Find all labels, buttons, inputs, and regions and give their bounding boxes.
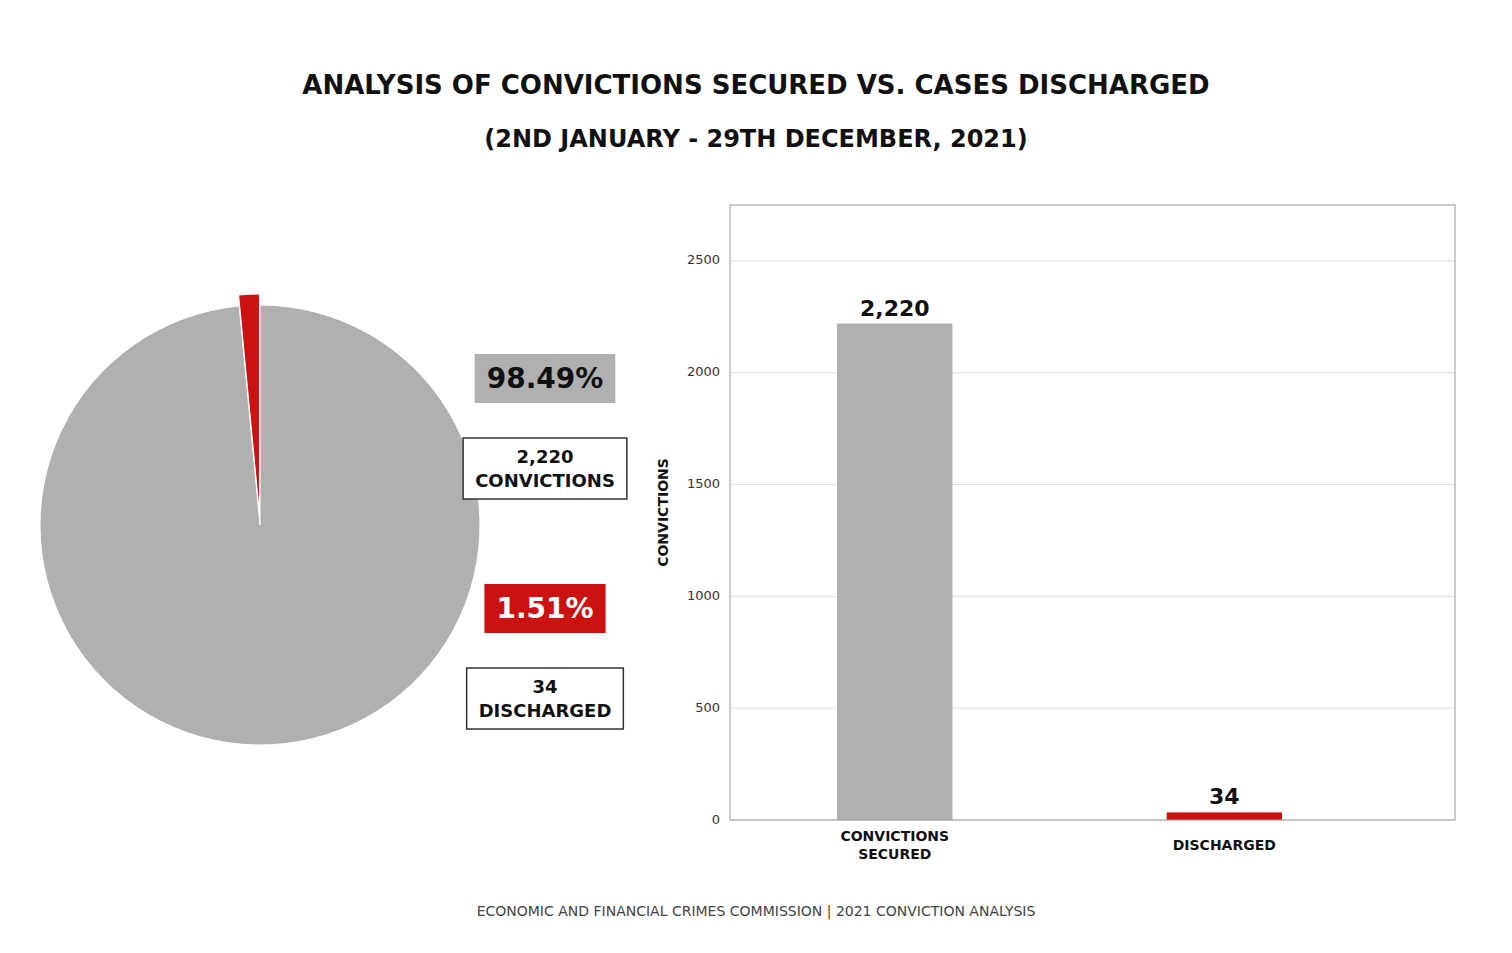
y-tick-label: 1000	[687, 588, 720, 603]
chart-canvas: 98.49% 2,220 CONVICTIONS 1.51% 34 DISCHARGED A…	[0, 0, 1512, 953]
text-line: 34	[532, 676, 557, 697]
x-tick-label: DISCHARGED	[1173, 837, 1276, 853]
plot-frame	[730, 205, 1455, 820]
title: ANALYSIS OF CONVICTIONS SECURED VS. CASE…	[302, 70, 1209, 100]
bar-marks	[837, 324, 1282, 820]
pie-count-label: 34 DISCHARGED	[479, 676, 612, 721]
footer: ECONOMIC AND FINANCIAL CRIMES COMMISSION…	[477, 903, 1036, 920]
pie-percent-box	[484, 584, 605, 633]
bar-value-label: 34	[1209, 784, 1240, 809]
y-tick-label: 2000	[687, 364, 720, 379]
subtitle: (2ND JANUARY - 29TH DECEMBER, 2021)	[484, 125, 1027, 153]
y-tick-label: 0	[712, 812, 720, 827]
pie-chart: 98.49% 2,220 CONVICTIONS 1.51% 34 DISCHARGED	[40, 294, 627, 745]
pie-label-group: 1.51% 34 DISCHARGED	[467, 584, 624, 729]
plot-area	[730, 205, 1455, 820]
pie-slice	[40, 305, 480, 745]
text-line: CONVICTIONS	[475, 470, 615, 491]
y-tick-label: 2500	[687, 252, 720, 267]
pie-count-box	[463, 438, 627, 499]
pie-percent-box	[475, 354, 616, 403]
background	[0, 0, 1512, 953]
x-tick-label: CONVICTIONS SECURED	[840, 828, 949, 862]
pie-count-box	[467, 668, 624, 729]
text-line: SECURED	[858, 846, 931, 862]
y-tick-label: 500	[695, 700, 720, 715]
grid-line	[730, 260, 1455, 261]
y-axis-label: CONVICTIONS	[655, 458, 671, 567]
text-line: CONVICTIONS	[840, 828, 949, 844]
bar	[837, 324, 952, 820]
pie-percent-label: 98.49%	[487, 362, 604, 395]
text-line: DISCHARGED	[479, 700, 612, 721]
bar-value-label: 2,220	[860, 296, 930, 321]
pie-slice	[239, 294, 260, 514]
pie-label-group: 98.49% 2,220 CONVICTIONS	[463, 354, 627, 499]
text-line: DISCHARGED	[1173, 837, 1276, 853]
y-tick-label: 1500	[687, 476, 720, 491]
text-line: 2,220	[517, 446, 574, 467]
pie-count-label: 2,220 CONVICTIONS	[475, 446, 615, 491]
pie-percent-label: 1.51%	[496, 592, 593, 625]
bar	[1167, 812, 1282, 820]
bar-chart: 0 500 1000 1500 2000 2500 2,220 34 CONVICTIONS SE…	[655, 205, 1455, 862]
